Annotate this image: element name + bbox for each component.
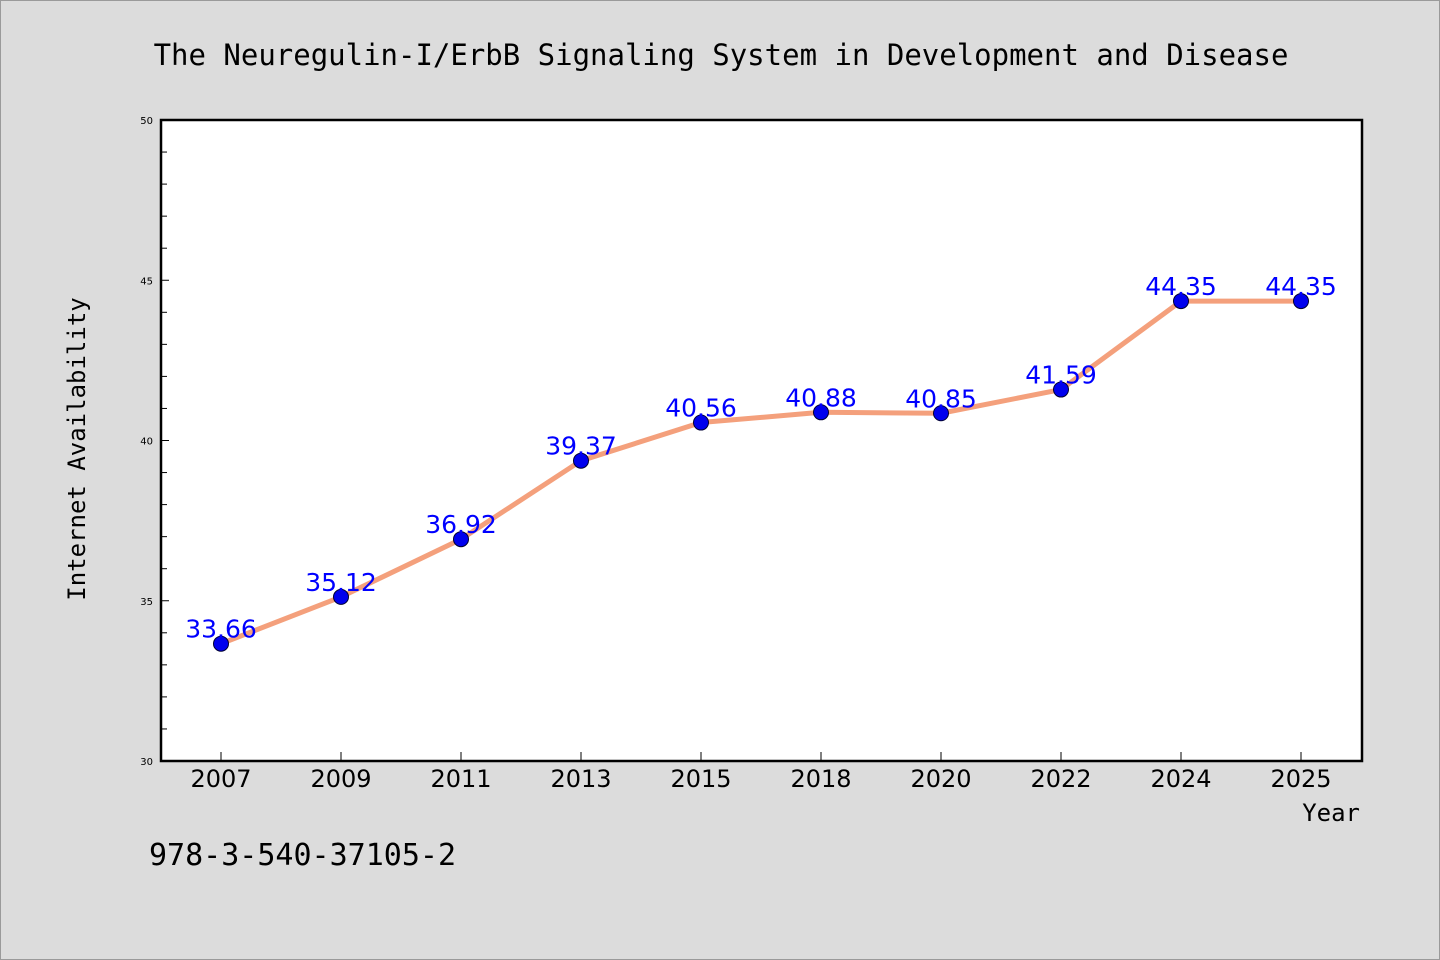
isbn-label: 978-3-540-37105-2 — [149, 838, 456, 873]
data-label: 41.59 — [1025, 361, 1097, 390]
series-line — [218, 298, 1304, 647]
x-tick-label: 2022 — [1030, 765, 1091, 793]
data-label: 36.92 — [425, 510, 497, 539]
data-label: 33.66 — [185, 615, 257, 644]
data-label: 44.35 — [1265, 272, 1337, 301]
series-layer: 33.66 35.12 36.92 39.37 40.56 40.88 40.85 41.59… — [185, 272, 1337, 652]
y-axis: 30 35 40 45 50 — [140, 116, 169, 768]
data-label: 40.85 — [905, 384, 977, 413]
y-tick-label: 45 — [140, 276, 153, 287]
data-point — [1053, 381, 1069, 398]
data-label: 40.88 — [785, 383, 857, 412]
data-point — [1173, 293, 1189, 310]
data-point — [933, 405, 949, 422]
data-point — [213, 635, 229, 652]
x-axis: 2007 2009 2011 2013 2015 2018 2020 2022 2024 2025 — [190, 752, 1332, 793]
x-tick-label: 2013 — [550, 765, 611, 793]
data-label: 44.35 — [1145, 272, 1217, 301]
x-tick-label: 2018 — [790, 765, 851, 793]
data-point — [333, 588, 349, 605]
data-point — [693, 414, 709, 431]
x-tick-label: 2009 — [310, 765, 371, 793]
y-tick-label: 30 — [140, 757, 153, 768]
data-label: 40.56 — [665, 394, 737, 423]
x-tick-label: 2024 — [1150, 765, 1211, 793]
y-tick-label: 35 — [140, 597, 153, 608]
x-tick-label: 2025 — [1270, 765, 1331, 793]
x-tick-label: 2020 — [910, 765, 971, 793]
x-tick-label: 2011 — [430, 765, 491, 793]
data-point — [573, 452, 589, 469]
y-tick-label: 40 — [140, 437, 153, 448]
chart-title: The Neuregulin-I/ErbB Signaling System i… — [154, 38, 1289, 72]
data-label: 39.37 — [545, 432, 617, 461]
data-point — [813, 404, 829, 421]
x-axis-label: Year — [1302, 799, 1360, 827]
x-tick-label: 2007 — [190, 765, 251, 793]
x-tick-label: 2015 — [670, 765, 731, 793]
plot-area — [159, 118, 1364, 763]
data-point — [453, 531, 469, 548]
y-tick-label: 50 — [140, 116, 153, 127]
data-label: 35.12 — [305, 568, 377, 597]
y-axis-label: Internet Availability — [63, 297, 91, 600]
data-point — [1293, 293, 1309, 310]
